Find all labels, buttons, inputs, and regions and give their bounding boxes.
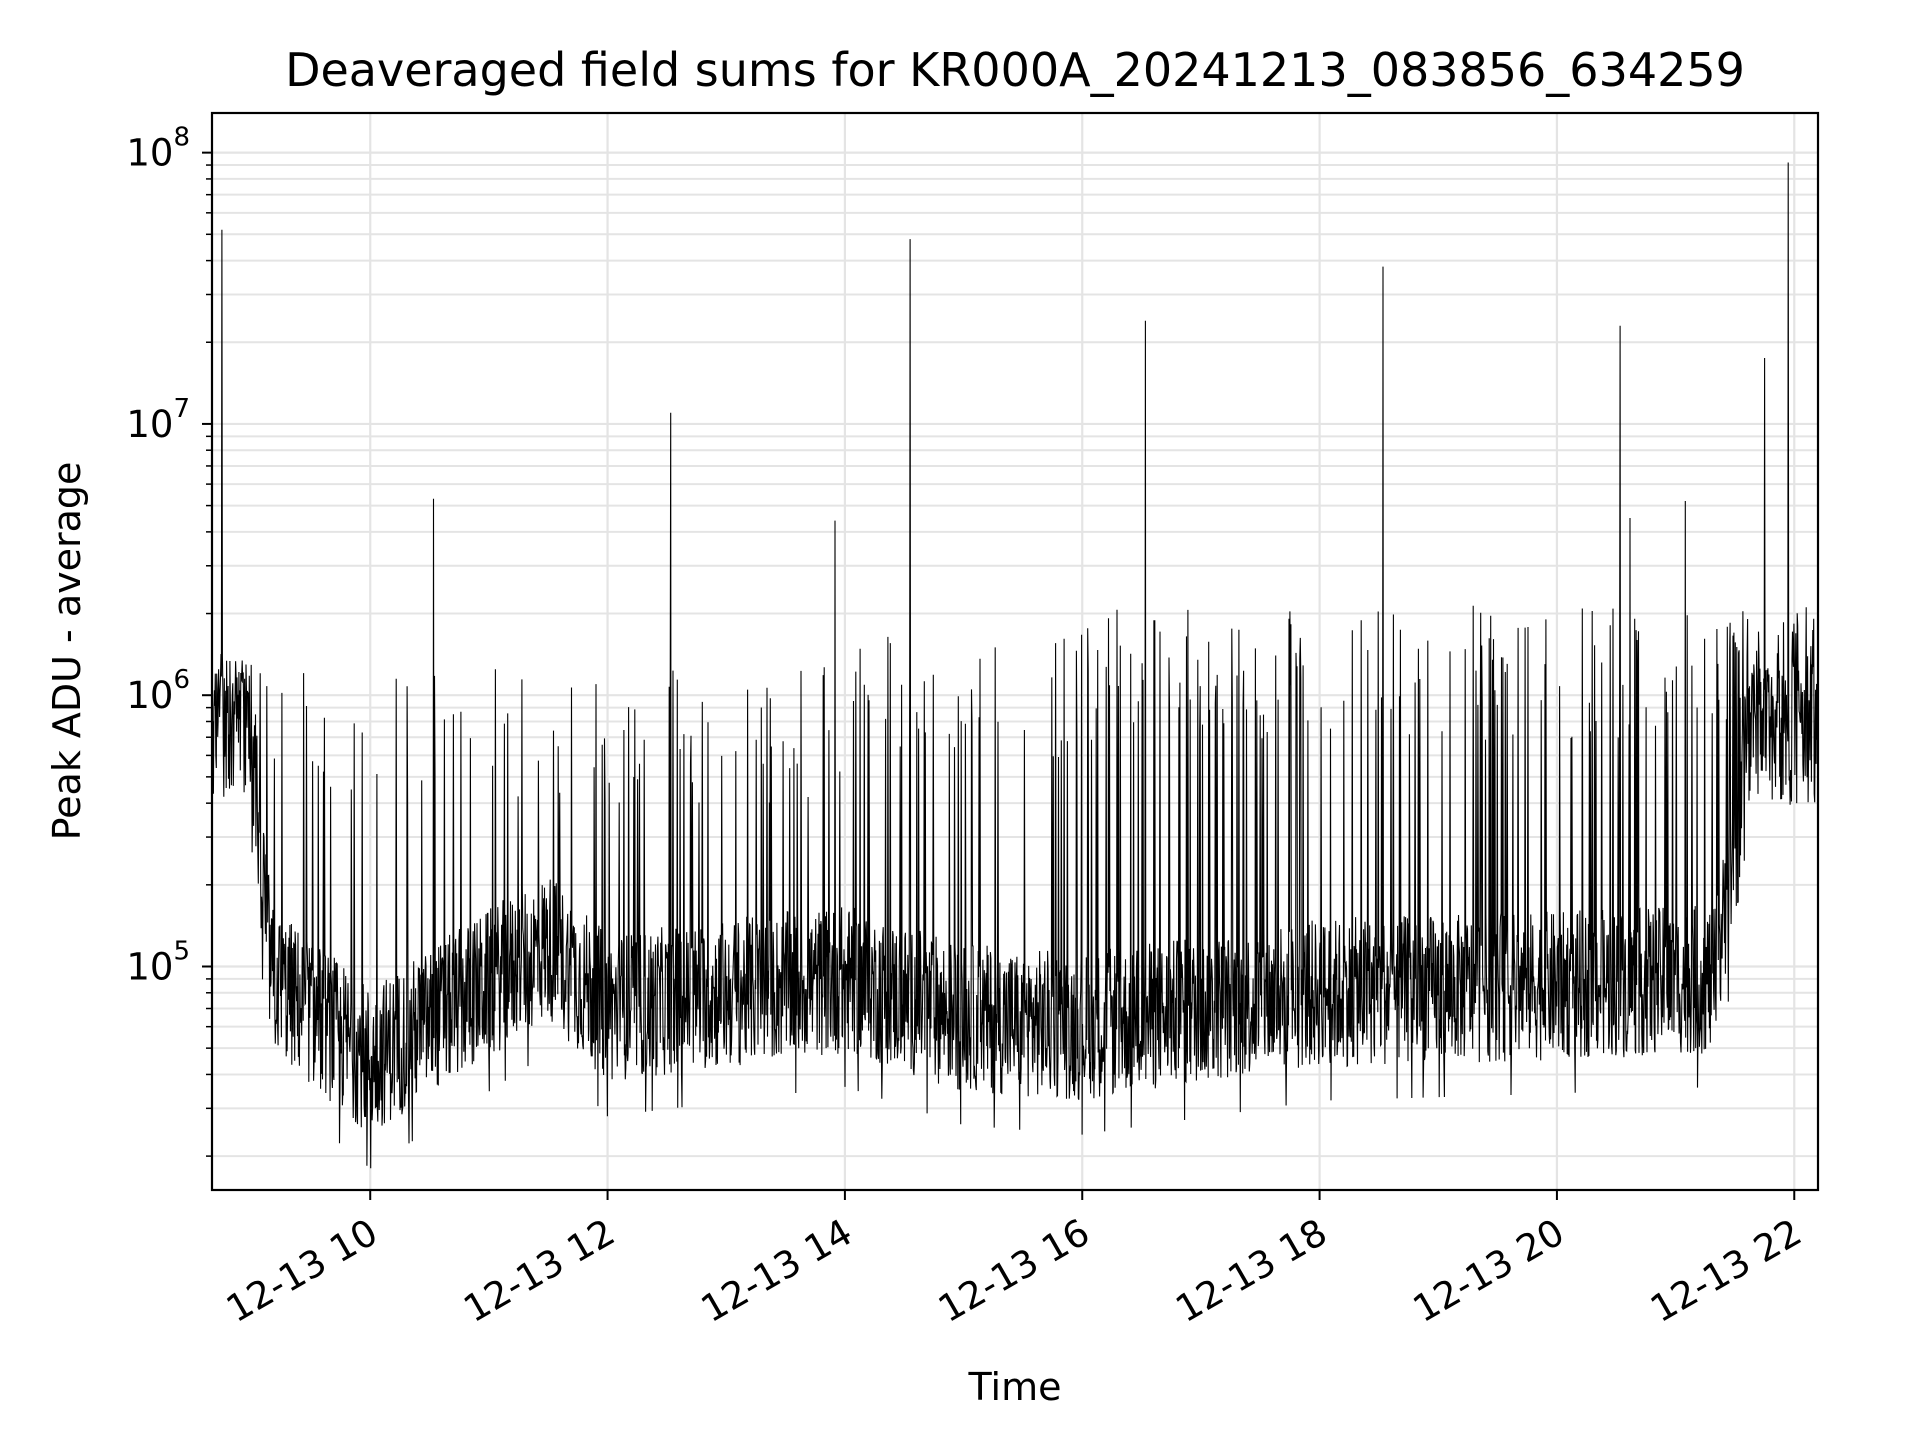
plot-frame [210,111,1820,1192]
x-axis-label: Time [968,1365,1062,1409]
data-series [212,162,1818,1169]
y-tick-label: 107 [126,394,190,446]
axis-ticks [202,151,1796,1200]
y-tick-label: 106 [126,665,190,717]
series-line [212,162,1818,1169]
y-tick-label: 105 [126,936,190,988]
y-tick-label: 108 [126,123,190,175]
chart-title: Deaveraged field sums for KR000A_2024121… [285,43,1745,97]
y-axis-label: Peak ADU - average [45,462,89,841]
